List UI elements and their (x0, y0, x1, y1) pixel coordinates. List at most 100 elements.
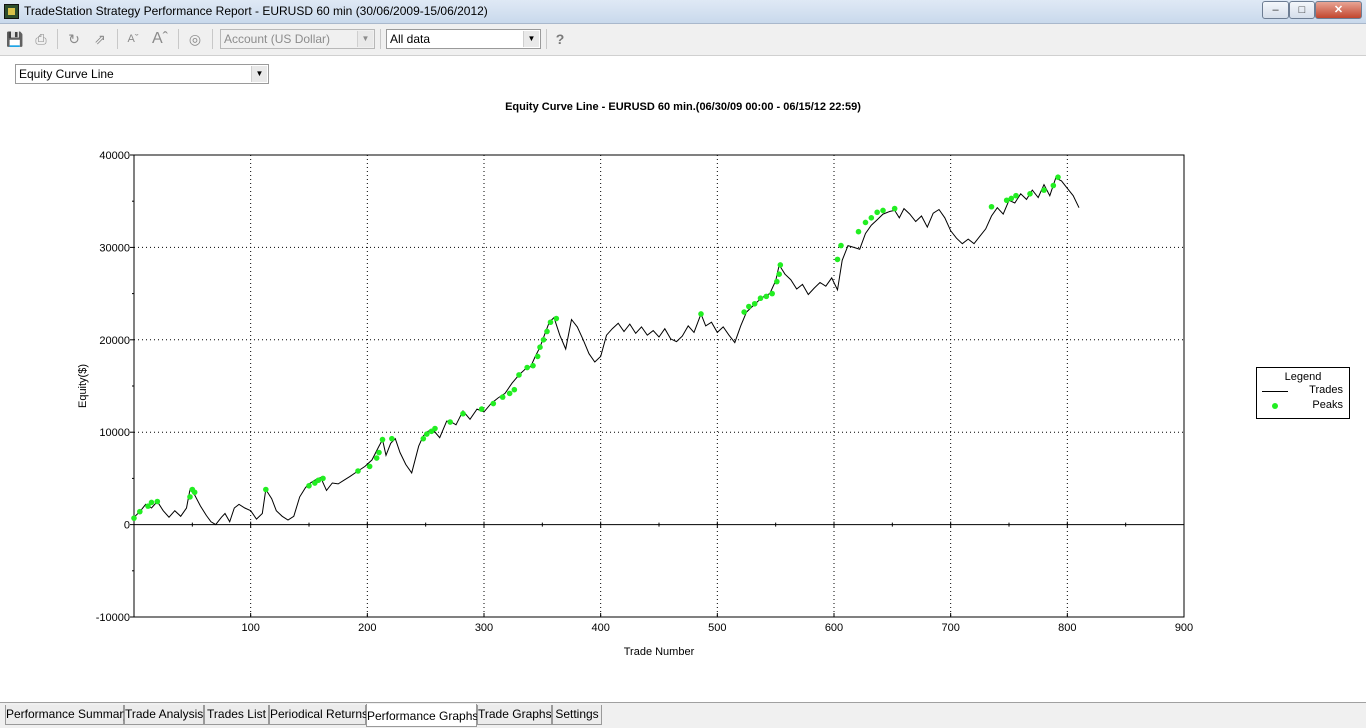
peak-point (420, 435, 427, 442)
x-tick-label: 100 (241, 622, 259, 634)
chevron-down-icon[interactable]: ▼ (523, 31, 539, 47)
toolbar-separator (380, 29, 381, 49)
peak-point (547, 319, 554, 326)
trades-line (133, 177, 1080, 526)
y-tick-label: 20000 (99, 335, 130, 347)
y-tick-label: 10000 (99, 427, 130, 439)
peak-point (137, 508, 143, 515)
peak-point (131, 515, 137, 521)
peak-point (478, 406, 485, 412)
tab-trade-analysis[interactable]: Trade Analysis (124, 705, 204, 725)
peak-point (376, 449, 382, 456)
tab-periodical-returns[interactable]: Periodical Returns (269, 705, 368, 725)
peak-point (490, 400, 497, 407)
y-tick-label: 30000 (99, 242, 130, 254)
peak-point (424, 431, 430, 437)
print-icon[interactable]: ⎙ (35, 31, 47, 47)
graph-type-select[interactable]: Equity Curve Line ▼ (15, 64, 269, 84)
peak-point (516, 372, 522, 378)
peak-point (874, 209, 880, 216)
peak-point (148, 499, 155, 506)
legend-title: Legend (1284, 371, 1322, 383)
peak-point (432, 425, 438, 432)
toolbar-separator (546, 29, 547, 49)
peak-point (447, 419, 453, 425)
chevron-down-icon[interactable]: ▼ (251, 66, 267, 82)
peak-point (838, 242, 844, 249)
peak-point (891, 205, 898, 212)
refresh-icon[interactable]: ↻ (68, 31, 80, 47)
peak-point (544, 328, 550, 335)
tab-performance-graphs[interactable]: Performance Graphs (366, 704, 478, 727)
peak-point (553, 315, 560, 322)
peak-point (855, 228, 862, 235)
account-select: Account (US Dollar) ▼ (220, 29, 375, 49)
equity-curve-chart: 100 200 300 400 500 600 700 800 900 -10000 0 10000 2… (77, 150, 1193, 658)
target-icon[interactable]: ◎ (188, 31, 202, 47)
tab-trade-graphs[interactable]: Trade Graphs (477, 705, 552, 725)
peak-point (355, 468, 361, 474)
minimize-button[interactable]: – (1262, 1, 1289, 19)
tab-settings[interactable]: Settings (552, 705, 602, 725)
data-range-select[interactable]: All data ▼ (386, 29, 541, 49)
report-tabs: Performance Summary Trade Analysis Trade… (0, 702, 1366, 728)
trades-series (133, 177, 1080, 526)
peak-point (1008, 195, 1015, 202)
peak-point (777, 262, 784, 268)
axis-ticks: 100 200 300 400 500 600 700 800 900 -10000 0 10000 2… (96, 150, 1193, 634)
legend-trades-swatch (1262, 391, 1288, 392)
export-icon[interactable]: ⇗ (94, 31, 106, 47)
maximize-button[interactable]: □ (1289, 1, 1315, 19)
peak-point (506, 390, 513, 397)
x-tick-label: 200 (358, 622, 376, 634)
graph-type-select-value: Equity Curve Line (19, 67, 114, 81)
peak-point (1041, 187, 1047, 193)
y-tick-label: 40000 (99, 150, 130, 162)
toolbar-separator (178, 29, 179, 49)
peak-point (145, 503, 151, 509)
peak-point (988, 203, 995, 210)
x-tick-label: 900 (1175, 622, 1193, 634)
x-axis-label: Trade Number (624, 646, 695, 658)
peak-point (880, 207, 886, 214)
peak-point (1013, 192, 1019, 199)
peak-point (499, 394, 506, 400)
help-icon[interactable]: ? (555, 31, 565, 47)
peak-point (862, 219, 869, 226)
x-tick-label: 700 (941, 622, 959, 634)
peak-point (187, 494, 193, 500)
peaks-series (131, 174, 1061, 521)
increase-font-icon[interactable]: Aˆ (152, 30, 168, 47)
peak-point (741, 309, 747, 315)
tab-trades-list[interactable]: Trades List (204, 705, 269, 725)
peak-point (460, 410, 466, 417)
tab-performance-summary[interactable]: Performance Summary (5, 705, 129, 725)
peak-point (524, 364, 530, 371)
peak-point (373, 455, 380, 461)
peak-point (511, 386, 518, 393)
x-tick-label: 300 (475, 622, 493, 634)
peak-point (769, 290, 775, 297)
close-button[interactable]: ✕ (1315, 1, 1362, 19)
peak-point (389, 435, 395, 442)
peak-point (1055, 174, 1061, 180)
peak-point (320, 475, 326, 482)
peak-point (763, 293, 770, 300)
title-bar: TradeStation Strategy Performance Report… (0, 0, 1366, 24)
peak-point (1050, 182, 1057, 189)
legend-peaks-label: Peaks (1312, 399, 1343, 411)
save-icon[interactable]: 💾 (6, 31, 24, 47)
decrease-font-icon[interactable]: Aˇ (127, 33, 139, 45)
chevron-down-icon: ▼ (357, 31, 373, 47)
app-icon (4, 4, 19, 19)
peak-point (540, 337, 547, 343)
chart-title: Equity Curve Line - EURUSD 60 min.(06/30… (505, 101, 861, 113)
peak-point (537, 344, 543, 350)
peak-point (379, 436, 386, 443)
x-tick-label: 800 (1058, 622, 1076, 634)
data-range-select-value: All data (390, 32, 431, 46)
report-content: Equity Curve Line ▼ Equity Curve Line - … (0, 56, 1366, 702)
x-tick-label: 600 (825, 622, 843, 634)
peak-point (1003, 197, 1010, 204)
toolbar-separator (117, 29, 118, 49)
